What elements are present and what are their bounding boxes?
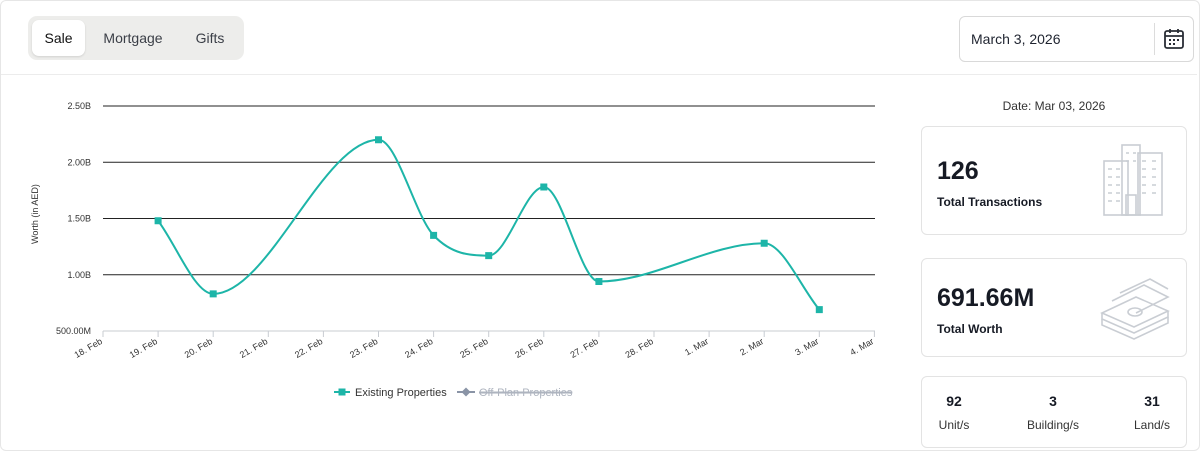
total-worth-card: 691.66M Total Worth — [921, 258, 1187, 357]
data-point[interactable] — [815, 306, 823, 314]
x-tick-label: 27. Feb — [568, 336, 599, 360]
total-transactions-card: 126 Total Transactions — [921, 126, 1187, 235]
property-breakdown-card: 92 Unit/s 3 Building/s 31 Land/s — [921, 376, 1187, 448]
x-tick-label: 28. Feb — [624, 336, 655, 360]
data-point[interactable] — [375, 136, 382, 144]
tab-gifts[interactable]: Gifts — [195, 30, 225, 46]
x-tick-label: 22. Feb — [293, 336, 324, 360]
x-tick-label: 3. Mar — [793, 336, 820, 357]
total-transactions-value: 126 — [937, 157, 979, 185]
total-transactions-label: Total Transactions — [937, 195, 1043, 209]
legend-off-plan-properties[interactable]: Off-Plan Properties — [457, 387, 573, 399]
units-stat: 92 Unit/s — [914, 393, 994, 432]
worth-line-chart: 500.00M 1.00B 1.50B 2.00B 2.50B 18. Feb 19. F… — [30, 101, 875, 399]
total-worth-label: Total Worth — [937, 322, 1003, 336]
legend-existing-properties[interactable]: Existing Properties — [334, 387, 447, 399]
calendar-icon[interactable] — [1161, 26, 1187, 52]
x-tick-label: 4. Mar — [848, 336, 875, 357]
x-tick-label: 26. Feb — [513, 336, 544, 360]
tab-sale[interactable]: Sale — [32, 20, 85, 56]
legend-label: Existing Properties — [355, 387, 447, 399]
summary-date-label: Date: Mar 03, 2026 — [1002, 99, 1106, 113]
money-stack-icon — [1098, 275, 1172, 346]
legend-label: Off-Plan Properties — [479, 387, 573, 399]
buildings-icon — [1098, 139, 1168, 224]
date-picker[interactable]: March 3, 2026 — [959, 16, 1194, 62]
data-point[interactable] — [485, 252, 493, 260]
x-tick-label: 1. Mar — [683, 336, 710, 357]
header-divider — [1, 74, 1197, 75]
x-tick-label: 24. Feb — [403, 336, 434, 360]
y-tick-label: 500.00M — [56, 326, 91, 336]
lands-count: 31 — [1144, 393, 1160, 409]
data-point[interactable] — [595, 278, 603, 285]
data-point[interactable] — [540, 183, 548, 191]
series-line-existing-properties — [157, 138, 821, 311]
transaction-type-tabs: Sale Mortgage Gifts — [28, 16, 244, 60]
tab-mortgage[interactable]: Mortgage — [103, 30, 163, 46]
y-tick-label: 2.00B — [67, 157, 91, 167]
data-point[interactable] — [154, 217, 162, 225]
data-point[interactable] — [430, 231, 438, 239]
data-point[interactable] — [760, 239, 768, 247]
y-tick-label: 1.50B — [67, 214, 91, 224]
lands-label: Land/s — [1133, 418, 1171, 432]
units-label: Unit/s — [938, 418, 970, 432]
buildings-count: 3 — [1049, 393, 1057, 409]
x-tick-label: 19. Feb — [128, 336, 159, 360]
units-count: 92 — [946, 393, 962, 409]
x-tick-label: 18. Feb — [73, 336, 104, 360]
y-tick-label: 1.00B — [67, 270, 91, 280]
date-input-value[interactable]: March 3, 2026 — [971, 31, 1061, 47]
data-point[interactable] — [209, 290, 217, 298]
x-tick-label: 2. Mar — [738, 336, 765, 357]
x-tick-label: 20. Feb — [183, 336, 214, 360]
lands-stat: 31 Land/s — [1112, 393, 1192, 432]
buildings-stat: 3 Building/s — [1013, 393, 1093, 432]
date-picker-separator — [1154, 23, 1155, 55]
x-tick-label: 21. Feb — [238, 336, 269, 360]
buildings-label: Building/s — [1026, 418, 1080, 432]
y-tick-label: 2.50B — [67, 101, 91, 111]
x-tick-label: 25. Feb — [458, 336, 489, 360]
x-tick-label: 23. Feb — [348, 336, 379, 360]
y-axis-label: Worth (in AED) — [30, 184, 40, 244]
total-worth-value: 691.66M — [937, 284, 1035, 312]
